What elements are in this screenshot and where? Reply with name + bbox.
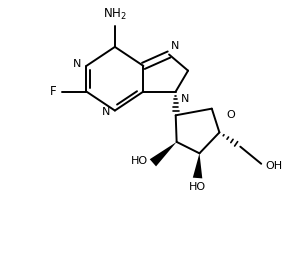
Text: F: F	[50, 85, 57, 98]
Text: HO: HO	[189, 182, 206, 192]
Text: N: N	[73, 59, 82, 69]
Text: NH$_2$: NH$_2$	[103, 7, 127, 22]
Text: N: N	[102, 107, 110, 117]
Text: OH: OH	[265, 161, 282, 171]
Text: HO: HO	[131, 156, 148, 166]
Polygon shape	[150, 142, 177, 166]
Text: N: N	[171, 41, 179, 51]
Text: N: N	[180, 94, 189, 104]
Polygon shape	[193, 153, 202, 178]
Text: O: O	[226, 110, 235, 120]
